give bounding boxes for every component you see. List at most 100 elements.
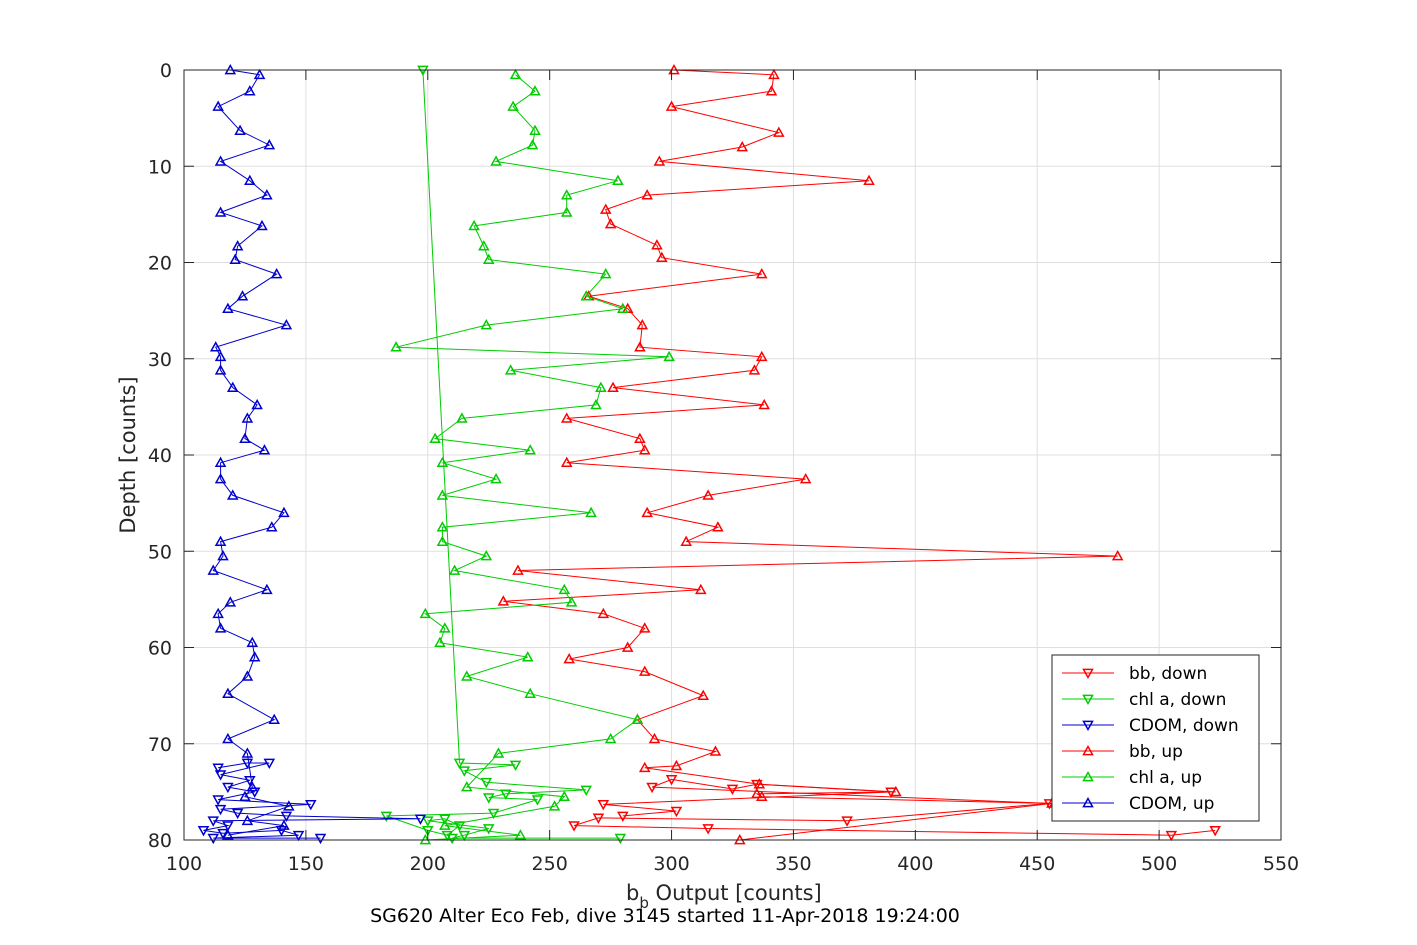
data-point xyxy=(563,653,575,664)
data-point xyxy=(207,816,220,827)
data-point xyxy=(641,189,653,200)
x-tick-label: 450 xyxy=(1019,853,1055,875)
y-tick-label: 30 xyxy=(148,349,172,371)
data-point xyxy=(638,665,651,676)
legend-marker xyxy=(1082,796,1094,808)
data-point xyxy=(226,489,239,500)
series-chl-a-down xyxy=(380,65,627,845)
x-axis-label-rest: Output [counts] xyxy=(649,881,822,905)
data-point xyxy=(380,811,393,822)
data-point xyxy=(736,140,749,152)
data-point xyxy=(222,829,234,840)
data-point xyxy=(263,139,276,150)
data-point xyxy=(753,778,766,789)
series-cdom-up xyxy=(207,63,295,840)
data-point xyxy=(709,745,722,756)
data-point xyxy=(755,790,768,802)
series-line xyxy=(395,74,670,841)
data-point xyxy=(209,341,222,352)
data-point xyxy=(283,800,295,811)
series-chl-a-up xyxy=(390,68,675,845)
data-point xyxy=(748,364,761,375)
data-point xyxy=(222,302,234,314)
data-point xyxy=(482,253,495,264)
x-tick-label: 200 xyxy=(410,853,446,875)
data-point xyxy=(214,456,227,468)
data-point xyxy=(568,821,580,832)
data-point xyxy=(222,732,234,744)
data-point xyxy=(214,364,227,375)
data-point xyxy=(480,319,493,330)
data-point xyxy=(248,651,261,662)
data-point xyxy=(456,412,468,423)
data-point xyxy=(241,758,254,770)
data-point xyxy=(280,319,293,330)
data-point xyxy=(507,100,519,111)
legend-box xyxy=(1051,654,1260,822)
data-point xyxy=(631,713,644,725)
data-point xyxy=(222,821,234,832)
data-point xyxy=(558,583,571,595)
data-point xyxy=(497,595,510,606)
data-point xyxy=(565,596,578,607)
data-point xyxy=(390,341,402,352)
data-point xyxy=(482,793,495,804)
data-point xyxy=(212,763,224,774)
data-point xyxy=(292,830,305,842)
data-point xyxy=(758,398,770,410)
legend-label: bb, down xyxy=(1129,664,1207,684)
data-point xyxy=(458,830,471,842)
x-tick-label: 500 xyxy=(1141,853,1177,875)
data-point xyxy=(236,290,249,301)
series-cdom-down xyxy=(197,758,427,845)
data-point xyxy=(278,506,290,518)
data-point xyxy=(214,206,227,217)
data-point xyxy=(436,521,449,532)
y-tick-label: 0 xyxy=(160,60,172,82)
data-point xyxy=(585,506,597,518)
data-point xyxy=(429,432,441,443)
data-point xyxy=(256,219,268,231)
data-point xyxy=(246,781,259,792)
legend-label: CDOM, down xyxy=(1129,716,1239,736)
x-tick-label: 550 xyxy=(1263,853,1299,875)
legend-marker xyxy=(1082,720,1094,732)
legend-label: CDOM, up xyxy=(1129,794,1214,814)
data-point xyxy=(214,155,227,166)
data-point xyxy=(799,473,812,484)
data-point xyxy=(453,758,466,770)
data-point xyxy=(226,381,239,392)
data-point xyxy=(636,319,649,330)
data-point xyxy=(617,811,629,822)
data-point xyxy=(461,781,473,792)
data-point xyxy=(314,833,327,845)
data-point xyxy=(560,206,573,217)
data-point xyxy=(414,814,427,825)
data-point xyxy=(241,814,254,826)
data-point xyxy=(214,770,227,781)
data-point xyxy=(651,239,663,250)
x-axis-label: bb Output [counts] xyxy=(626,881,822,912)
data-point xyxy=(890,785,902,797)
data-point xyxy=(638,444,651,455)
data-point xyxy=(258,444,271,455)
data-point xyxy=(224,596,237,607)
series-line xyxy=(573,778,1216,836)
data-point xyxy=(212,100,224,111)
data-point xyxy=(607,381,619,392)
data-point xyxy=(646,782,658,794)
data-point xyxy=(261,189,273,200)
data-point xyxy=(592,813,605,824)
series-line xyxy=(503,69,1118,841)
data-point xyxy=(212,795,224,806)
data-point xyxy=(419,607,432,619)
data-point xyxy=(604,732,617,744)
series-line xyxy=(203,762,421,839)
data-point xyxy=(241,670,254,681)
data-point xyxy=(214,622,227,633)
data-point xyxy=(468,219,480,231)
y-tick-label: 80 xyxy=(148,830,172,852)
data-point xyxy=(604,217,617,229)
y-tick-label: 60 xyxy=(148,638,172,660)
data-point xyxy=(560,189,573,200)
